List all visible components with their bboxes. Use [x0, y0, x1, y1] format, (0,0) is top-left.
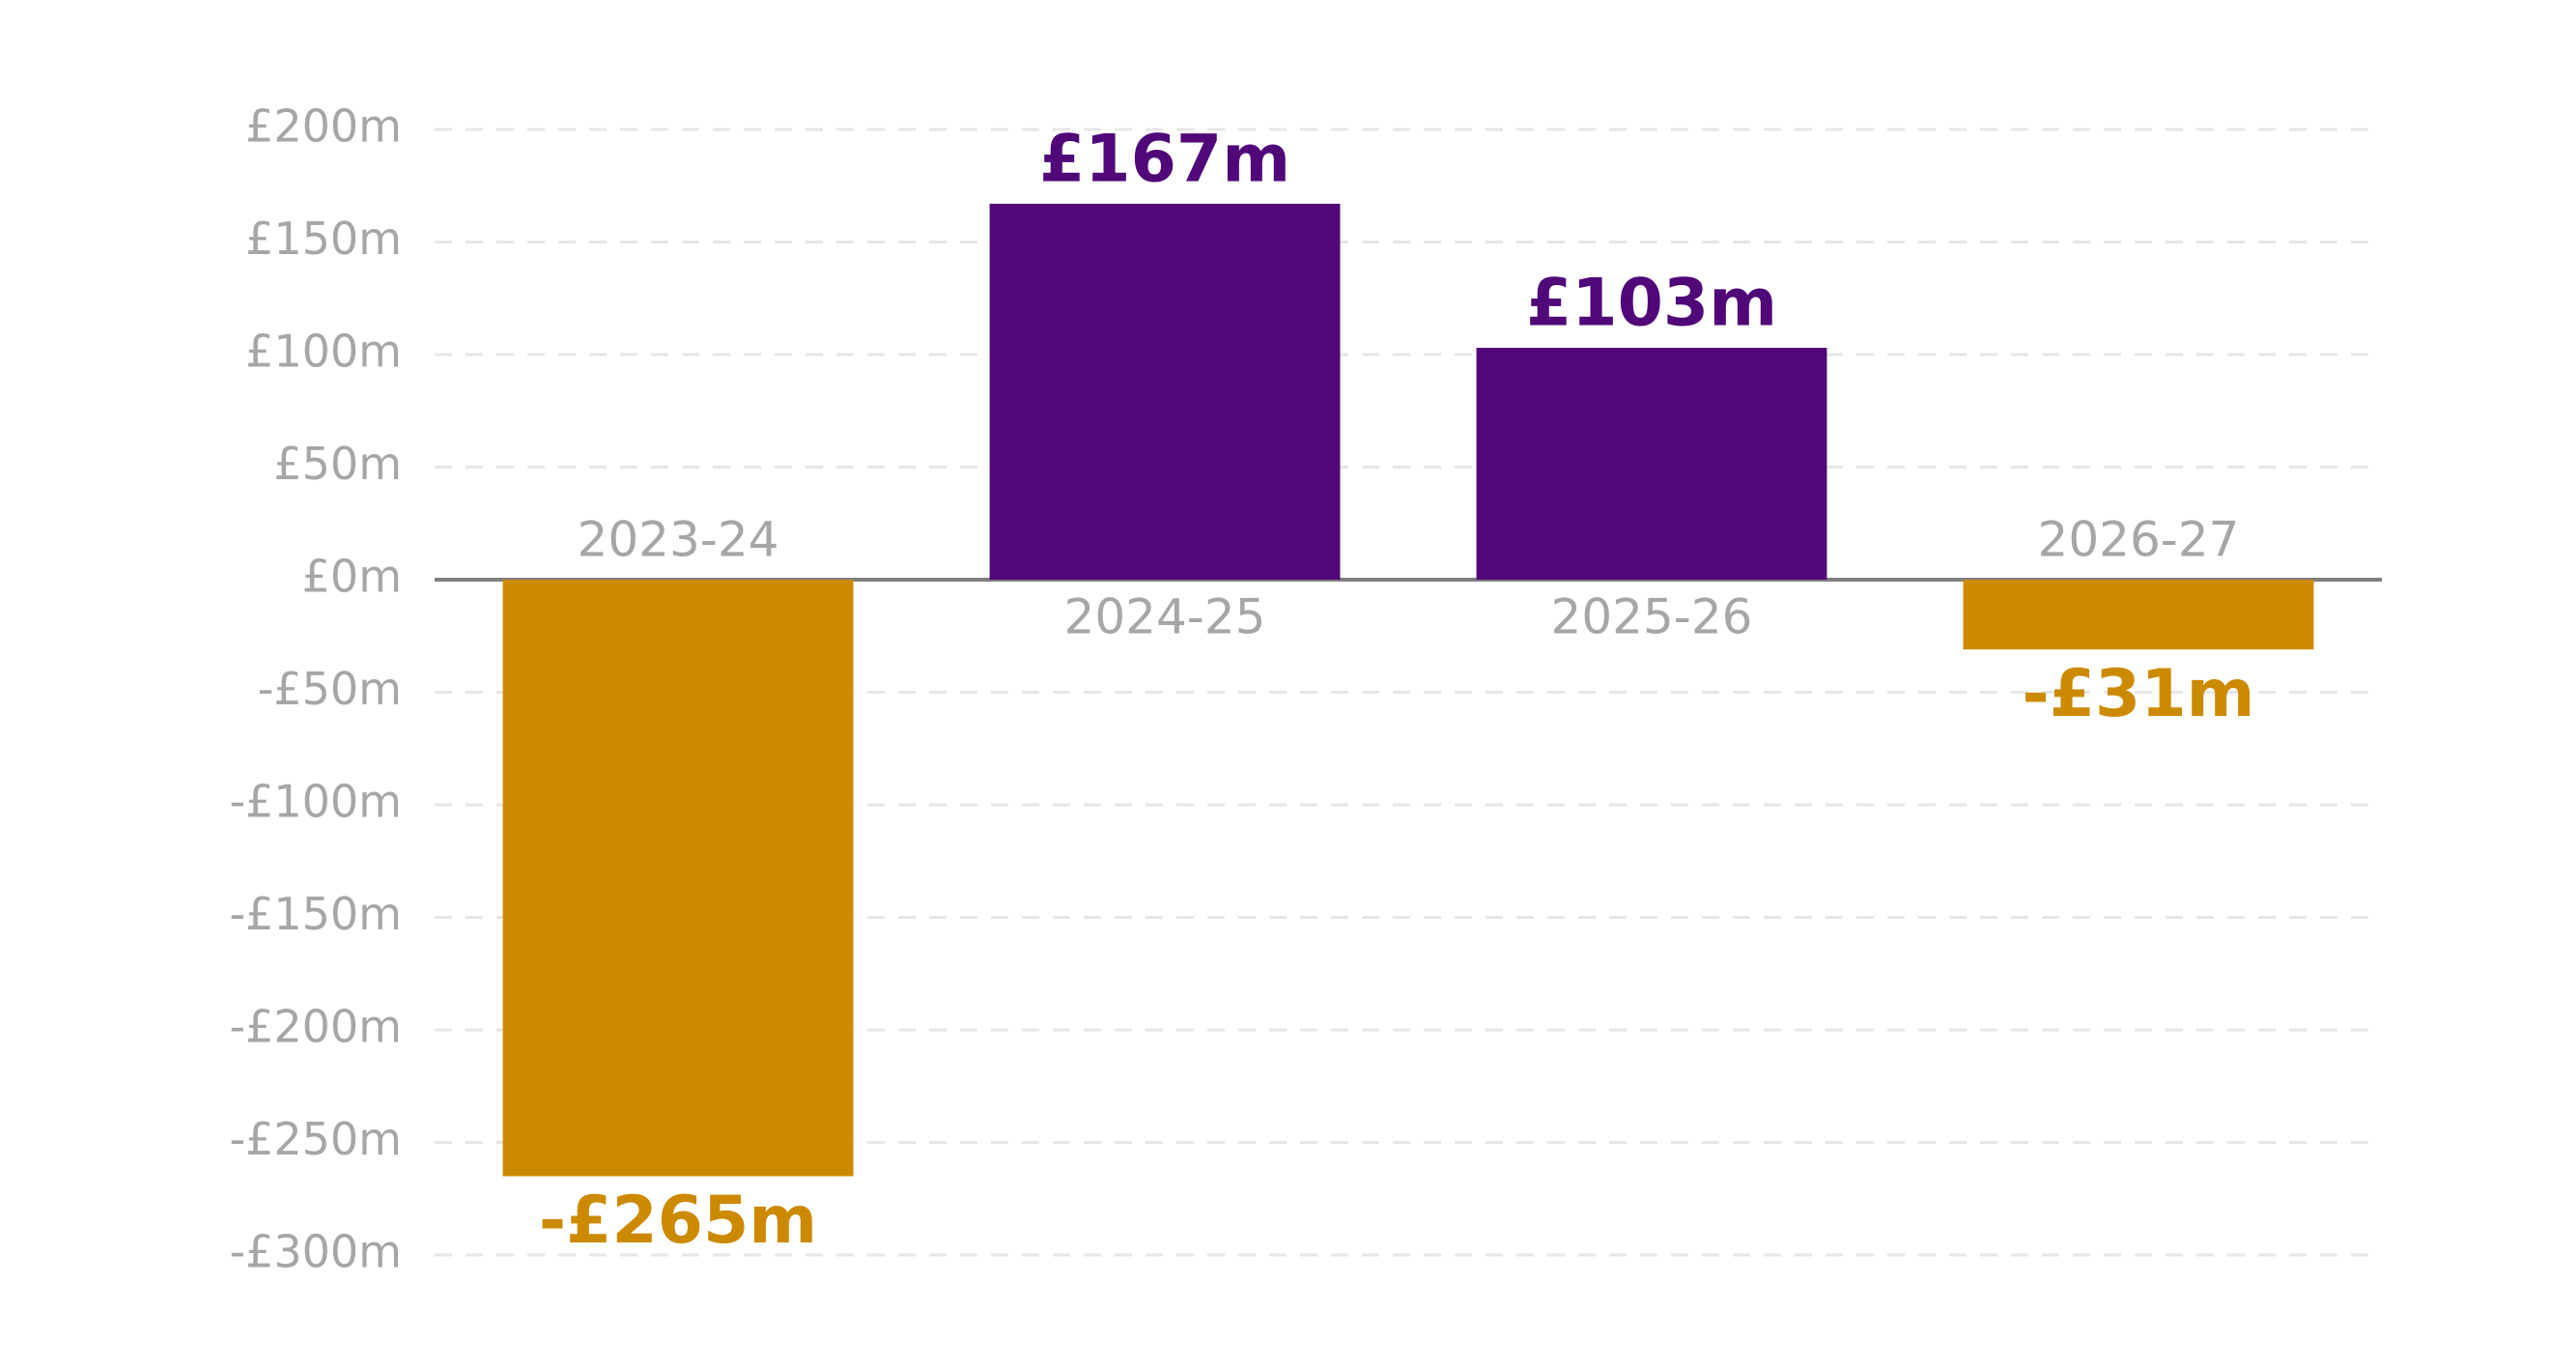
- y-tick-label: £50m: [273, 438, 402, 490]
- y-tick-label: £200m: [245, 100, 402, 153]
- y-tick-label: -£100m: [230, 776, 402, 828]
- value-label: -£31m: [2022, 656, 2254, 732]
- y-tick-label: -£200m: [230, 1001, 402, 1053]
- x-tick-label: 2025-26: [1551, 589, 1753, 645]
- bar: [1476, 348, 1827, 580]
- value-label: -£265m: [539, 1183, 817, 1259]
- y-tick-label: -£300m: [230, 1226, 402, 1278]
- value-label: £103m: [1526, 266, 1777, 342]
- y-tick-label: £100m: [245, 326, 402, 378]
- bar: [1963, 580, 2314, 650]
- value-label: £167m: [1039, 121, 1290, 197]
- y-tick-label: £0m: [302, 551, 402, 603]
- x-tick-label: 2024-25: [1064, 589, 1266, 645]
- y-tick-label: -£150m: [230, 888, 402, 940]
- bar: [502, 580, 854, 1177]
- y-tick-label: -£50m: [258, 663, 402, 715]
- y-tick-label: £150m: [245, 213, 402, 265]
- y-tick-label: -£250m: [230, 1113, 402, 1165]
- x-tick-label: 2026-27: [2038, 512, 2240, 568]
- x-tick-label: 2023-24: [578, 512, 779, 568]
- bar: [989, 203, 1341, 580]
